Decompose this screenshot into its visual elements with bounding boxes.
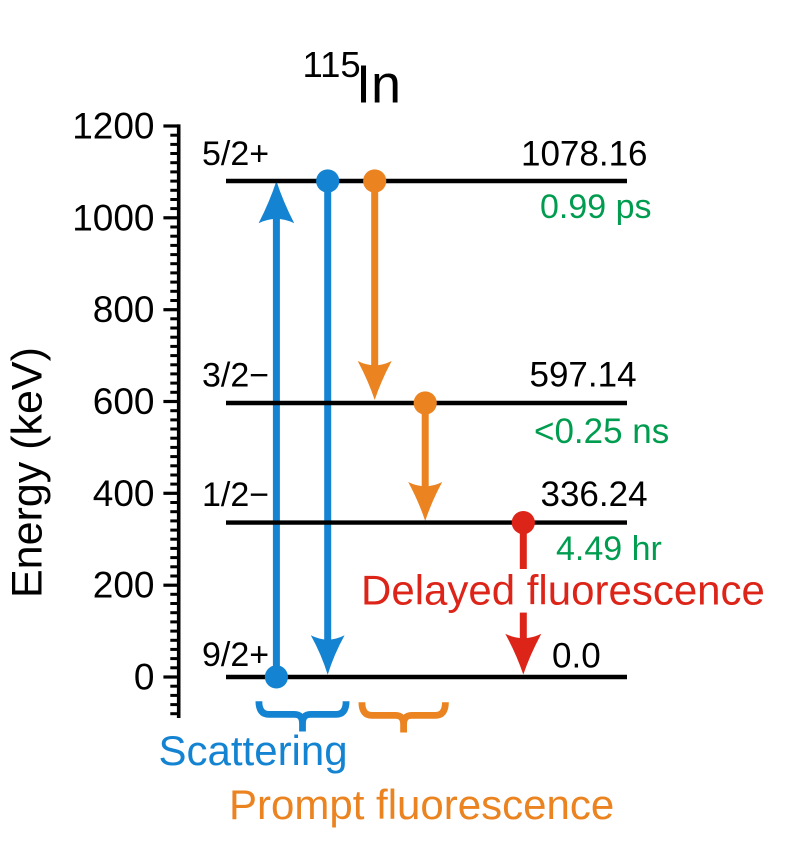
svg-text:Delayed fluorescence: Delayed fluorescence bbox=[361, 567, 765, 614]
svg-text:0.0: 0.0 bbox=[552, 637, 601, 676]
svg-text:9/2+: 9/2+ bbox=[202, 636, 269, 674]
svg-text:115: 115 bbox=[303, 44, 361, 85]
svg-text:1000: 1000 bbox=[72, 197, 154, 238]
svg-text:0.99 ps: 0.99 ps bbox=[540, 188, 652, 226]
svg-text:0: 0 bbox=[134, 657, 155, 698]
svg-text:<0.25 ns: <0.25 ns bbox=[534, 412, 669, 451]
svg-text:In: In bbox=[356, 55, 401, 115]
svg-text:800: 800 bbox=[93, 289, 155, 330]
svg-text:1200: 1200 bbox=[72, 106, 154, 147]
svg-text:400: 400 bbox=[93, 473, 155, 514]
svg-text:600: 600 bbox=[93, 381, 155, 422]
svg-text:1/2−: 1/2− bbox=[202, 476, 269, 514]
svg-text:1078.16: 1078.16 bbox=[521, 135, 648, 174]
svg-text:Prompt fluorescence: Prompt fluorescence bbox=[229, 781, 614, 828]
svg-text:3/2−: 3/2− bbox=[202, 357, 269, 395]
svg-text:597.14: 597.14 bbox=[530, 355, 637, 394]
svg-text:Energy (keV): Energy (keV) bbox=[4, 347, 52, 598]
svg-text:4.49 hr: 4.49 hr bbox=[556, 530, 662, 568]
svg-text:Scattering: Scattering bbox=[159, 727, 348, 774]
svg-text:5/2+: 5/2+ bbox=[202, 135, 269, 173]
svg-text:336.24: 336.24 bbox=[541, 475, 648, 514]
svg-text:200: 200 bbox=[93, 565, 155, 606]
